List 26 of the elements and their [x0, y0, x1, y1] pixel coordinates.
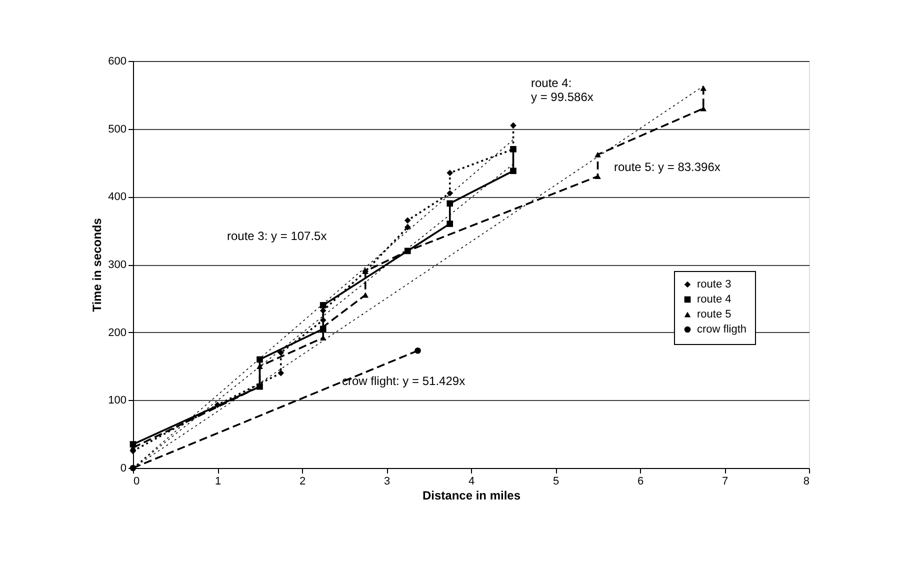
annotation: crow flight: y = 51.429x [342, 374, 466, 388]
x-tick-label: 4 [468, 476, 475, 488]
annotation: route 5: y = 83.396x [614, 160, 720, 174]
legend-label: route 3 [697, 278, 732, 290]
y-tick-label: 100 [108, 394, 126, 407]
annotation: route 3: y = 107.5x [227, 229, 327, 243]
x-tick-label: 5 [552, 476, 560, 488]
legend-label: route 5 [697, 308, 732, 320]
x-tick-label: 0 [134, 476, 140, 488]
y-tick-label: 200 [108, 326, 126, 339]
x-tick-label: 2 [299, 476, 306, 488]
x-axis-title: Distance in miles [422, 488, 521, 502]
legend-label: route 4 [697, 294, 732, 306]
x-tick-label: 6 [637, 476, 644, 488]
y-tick-label: 400 [108, 191, 126, 204]
y-tick-label: 0 [120, 462, 126, 474]
x-tick-label: 7 [722, 476, 728, 488]
x-tick-label: 3 [384, 476, 390, 488]
legend-label: crow fligth [697, 324, 747, 336]
y-tick-label: 300 [108, 259, 126, 271]
y-axis-title: Time in seconds [90, 218, 104, 312]
y-tick-label: 500 [108, 123, 126, 136]
x-tick-label: 8 [803, 476, 810, 488]
y-tick-label: 600 [108, 56, 126, 68]
x-tick-label: 1 [214, 476, 222, 488]
annotation: route 4: y = 99.586x [531, 76, 594, 104]
